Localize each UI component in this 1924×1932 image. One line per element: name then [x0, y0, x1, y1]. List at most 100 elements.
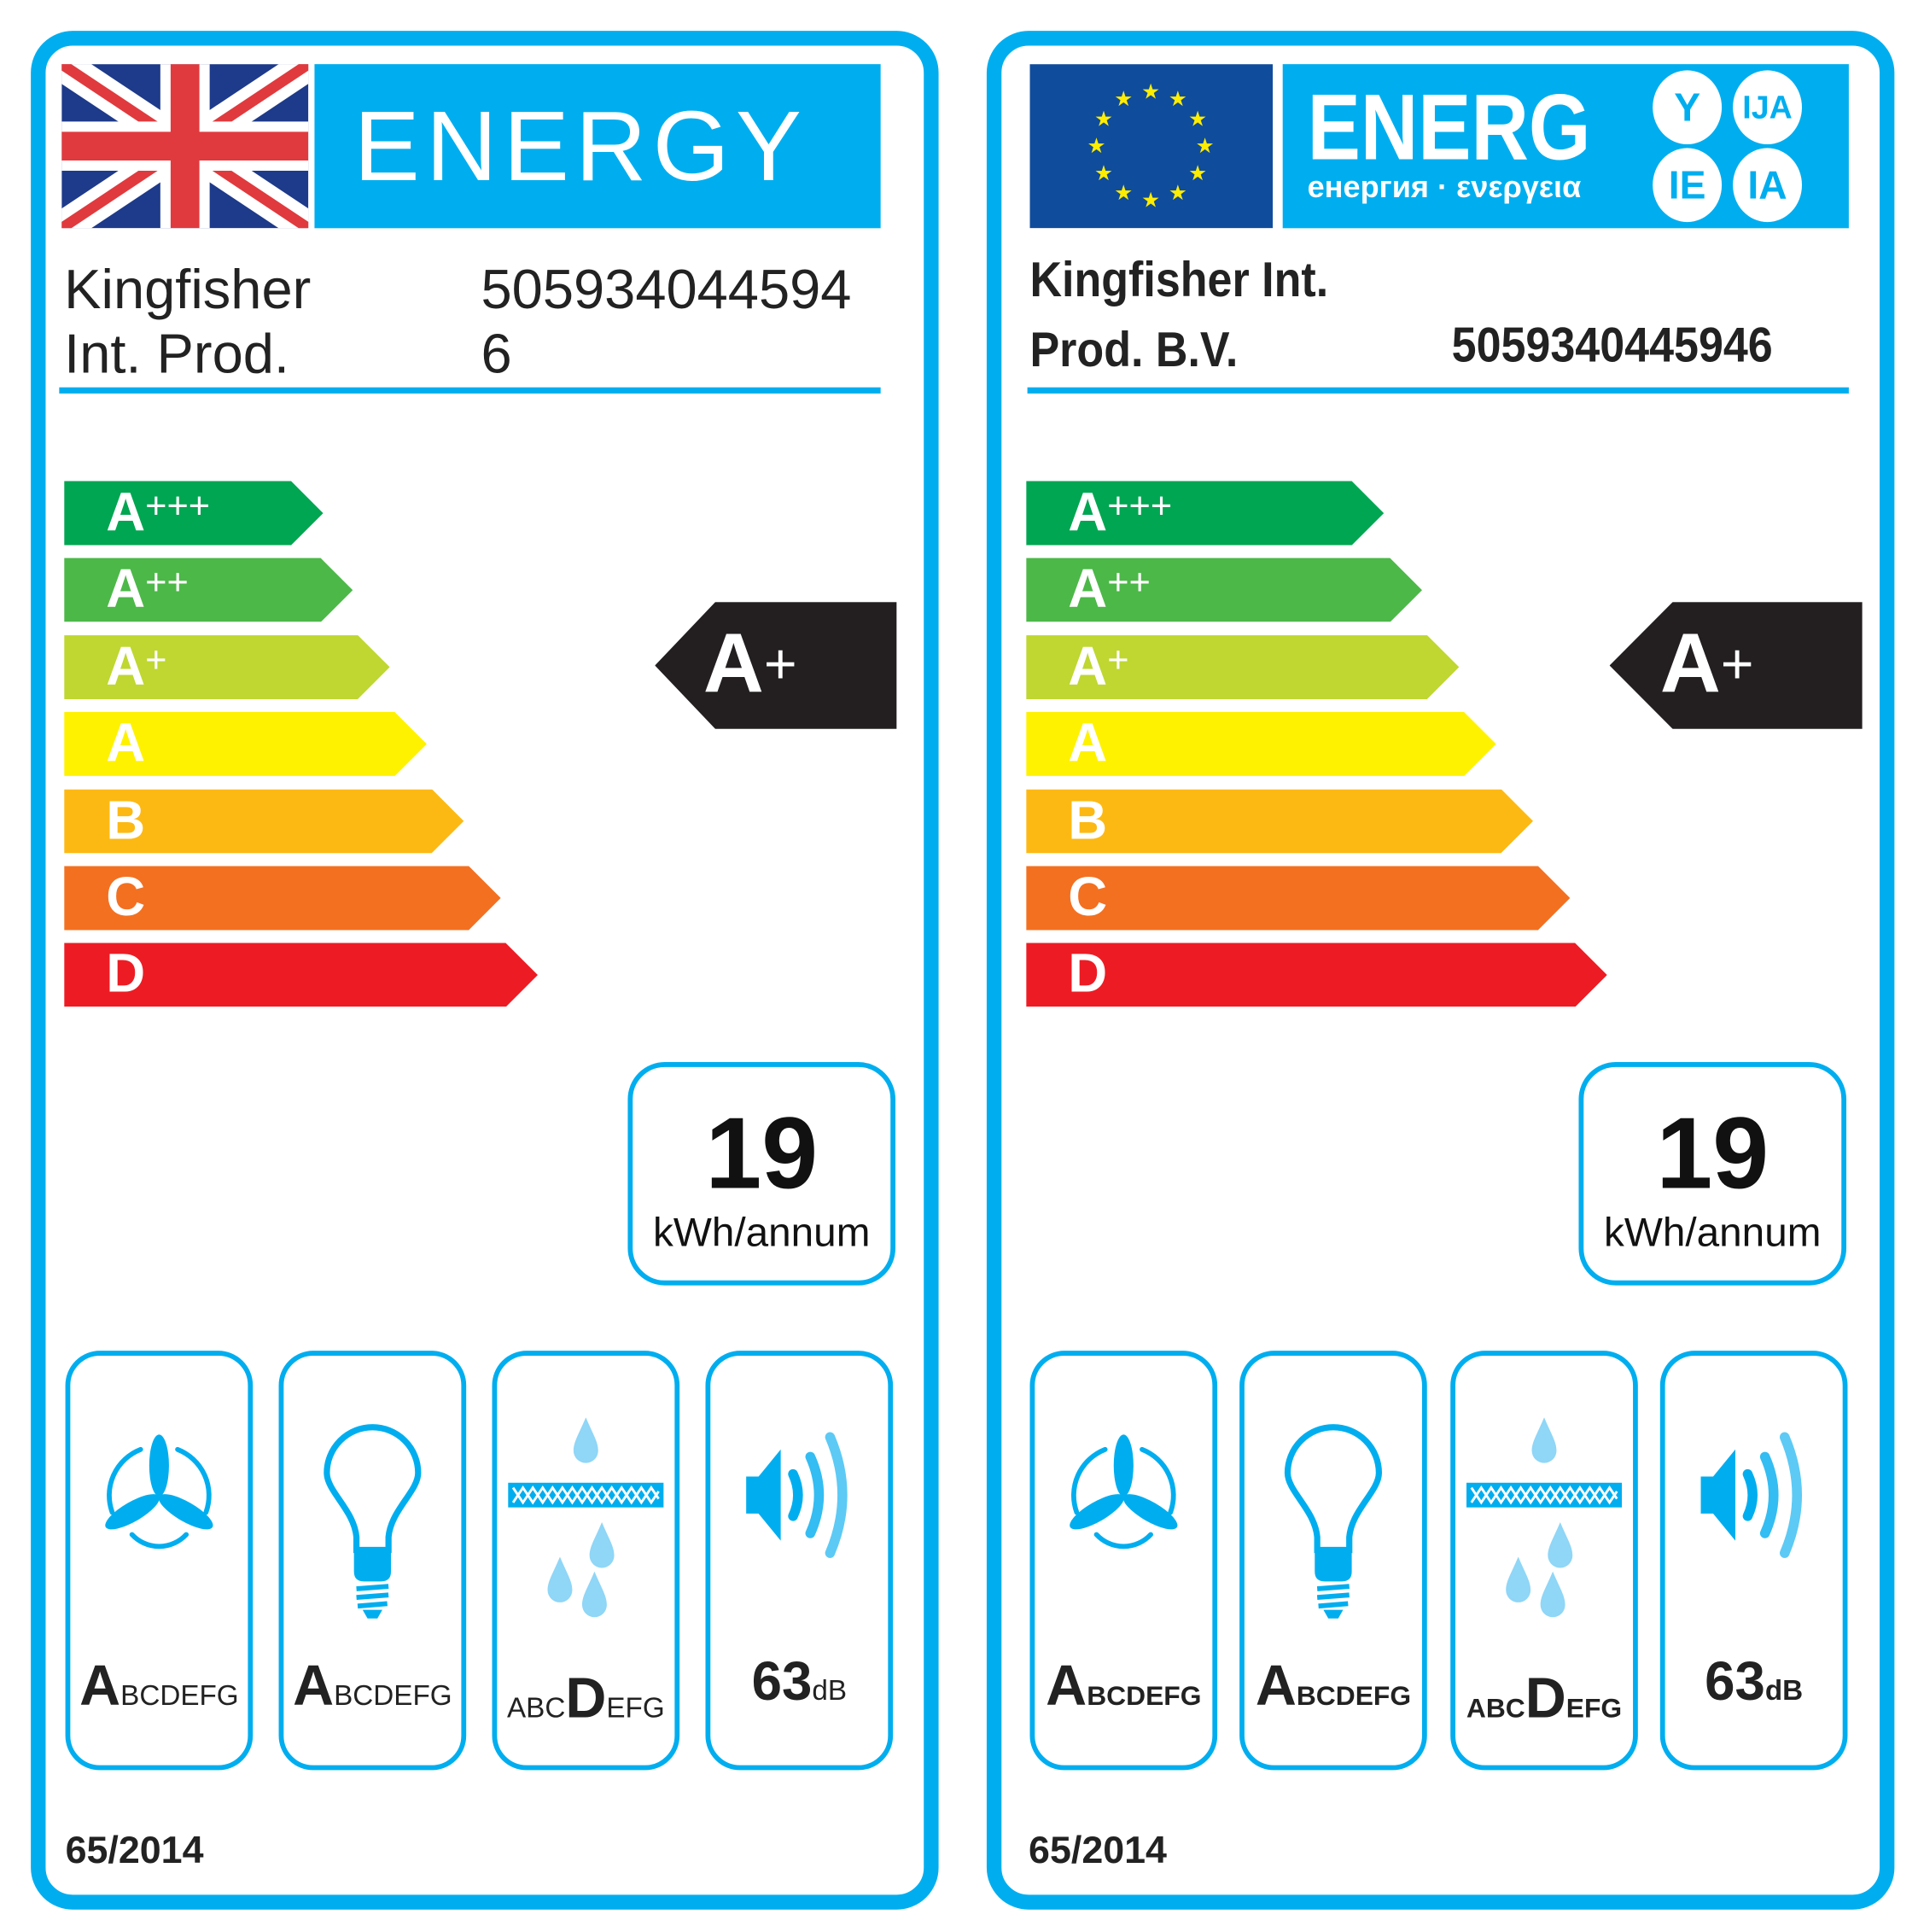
svg-text:★: ★ [1196, 135, 1215, 158]
grease-filter-icon [497, 1417, 674, 1633]
noise-level: 63dB [710, 1652, 888, 1713]
energy-header: ENERGY [314, 64, 881, 229]
class-selected: A [1255, 1653, 1297, 1718]
svg-text:★: ★ [1169, 88, 1187, 111]
supplier-name: Prod. B.V. [1029, 323, 1239, 378]
class-letter: D [106, 943, 146, 1005]
lighting-efficiency-box: ABCDEFG [278, 1351, 467, 1771]
class-selected: A [79, 1653, 121, 1718]
regulation-number: 65/2014 [1029, 1828, 1167, 1871]
noise-value: 63 [751, 1651, 813, 1713]
rating-class: A+ [1660, 619, 1754, 708]
energy-header: ENERG енергия · ενεργεια Y IJA IE IA [1282, 64, 1849, 229]
model-identifier: 5059340445946 [1451, 318, 1773, 373]
rating-class: A+ [703, 619, 797, 708]
efficiency-class-bar: D [1026, 943, 1607, 1007]
efficiency-class-scale: ABCDEFG [1245, 1652, 1422, 1719]
class-selected: D [1525, 1665, 1566, 1730]
regulation-number: 65/2014 [65, 1828, 204, 1871]
consumption-unit: kWh/annum [653, 1209, 871, 1255]
efficiency-class-label: B [1068, 791, 1107, 850]
class-letter: A [1068, 713, 1108, 774]
class-letter: C [1068, 867, 1108, 928]
svg-text:★: ★ [1114, 88, 1133, 111]
efficiency-class-label: A [1068, 713, 1108, 774]
class-plus: ++ [145, 563, 189, 604]
speaker-icon [1665, 1427, 1843, 1569]
energy-title: ENERG [1307, 75, 1591, 180]
efficiency-class-bar: A [64, 711, 427, 777]
noise-unit: dB [812, 1673, 847, 1707]
efficiency-class-scale: ABCDEFG [70, 1652, 248, 1719]
svg-text:★: ★ [1141, 190, 1160, 213]
efficiency-class-bar: C [64, 866, 501, 931]
efficiency-class-label: A [106, 714, 145, 773]
class-letter: C [106, 867, 146, 928]
consumption-unit: kWh/annum [1604, 1209, 1822, 1255]
class-selected: A [1046, 1653, 1087, 1718]
svg-text:★: ★ [1087, 135, 1106, 158]
energy-label-eu: ★ ★ ★ ★ ★ ★ ★ ★ ★ ★ ★ ★ ENERG енергия · ενεργεια Y IJA I… [986, 31, 1895, 1910]
language-suffix: IE [1653, 148, 1723, 223]
svg-text:★: ★ [1188, 162, 1207, 185]
efficiency-class-scale: ABCDEFG [497, 1664, 674, 1731]
energy-label-uk: ENERGY Kingfisher Int. Prod. 505934044594 6 A… [31, 31, 939, 1910]
efficiency-class-bar: A++ [64, 557, 353, 622]
efficiency-class-scale: ABCDEFG [1455, 1664, 1633, 1731]
efficiency-class-label: A+ [106, 636, 166, 698]
efficiency-class-bar: B [1026, 789, 1534, 854]
efficiency-class-label: A+++ [106, 483, 210, 542]
efficiency-class-scale: ABCDEFG [1035, 1652, 1212, 1719]
light-bulb-icon [283, 1423, 461, 1626]
eu-flag: ★ ★ ★ ★ ★ ★ ★ ★ ★ ★ ★ ★ [1029, 64, 1274, 234]
fan-icon [1035, 1433, 1212, 1562]
svg-text:★: ★ [1188, 108, 1207, 131]
class-plus: ++ [1107, 563, 1151, 604]
efficiency-class-label: A++ [1068, 559, 1151, 620]
class-suffix: BCDEFG [120, 1678, 239, 1712]
svg-text:★: ★ [1094, 162, 1113, 185]
light-bulb-icon [1245, 1423, 1422, 1626]
divider [1027, 387, 1849, 394]
class-letter: A [1068, 482, 1108, 543]
efficiency-class-bar: A [1026, 711, 1496, 777]
consumption-value: 19 [1656, 1097, 1769, 1211]
grease-filter-icon [1455, 1417, 1633, 1633]
noise-box: 63dB [1659, 1351, 1848, 1771]
efficiency-class-bar: C [1026, 866, 1571, 931]
svg-text:★: ★ [1169, 182, 1187, 205]
rating-arrow: A+ [655, 602, 897, 729]
language-suffix: Y [1653, 70, 1723, 145]
energy-subtitle: енергия · ενεργεια [1307, 170, 1582, 205]
efficiency-class-label: D [106, 945, 145, 1004]
energy-consumption-box: 19 kWh/annum [627, 1062, 895, 1286]
noise-unit: dB [1764, 1673, 1804, 1707]
efficiency-class-label: D [1068, 945, 1107, 1004]
efficiency-class-label: C [1068, 867, 1108, 928]
efficiency-class-label: C [106, 867, 146, 928]
noise-value: 63 [1705, 1651, 1765, 1713]
energy-consumption-box: 19 kWh/annum [1578, 1062, 1847, 1286]
svg-text:★: ★ [1141, 81, 1160, 104]
efficiency-class-bar: A+ [64, 634, 390, 699]
efficiency-class-scale: ABCDEFG [283, 1652, 461, 1719]
fan-efficiency-box: ABCDEFG [65, 1351, 254, 1771]
supplier-name: Kingfisher Int. [1029, 253, 1329, 307]
efficiency-class-label: B [106, 791, 145, 850]
language-suffix: IJA [1733, 70, 1802, 145]
supplier-name: Kingfisher [64, 257, 312, 321]
class-letter: A [1068, 559, 1108, 620]
model-identifier: 6 [481, 322, 512, 385]
consumption-value: 19 [705, 1097, 819, 1211]
efficiency-class-bar: A+++ [1026, 481, 1385, 546]
energy-title: ENERGY [353, 90, 808, 201]
class-letter: A [106, 559, 146, 620]
class-suffix: EFG [1565, 1692, 1623, 1724]
class-letter: A [1068, 636, 1108, 698]
efficiency-class-bar: B [64, 789, 464, 854]
class-letter: D [1068, 943, 1108, 1005]
model-identifier: 505934044594 [481, 257, 852, 321]
rating-arrow: A+ [1609, 602, 1863, 729]
class-suffix: BCDEFG [334, 1678, 452, 1712]
class-letter: A [106, 636, 146, 698]
